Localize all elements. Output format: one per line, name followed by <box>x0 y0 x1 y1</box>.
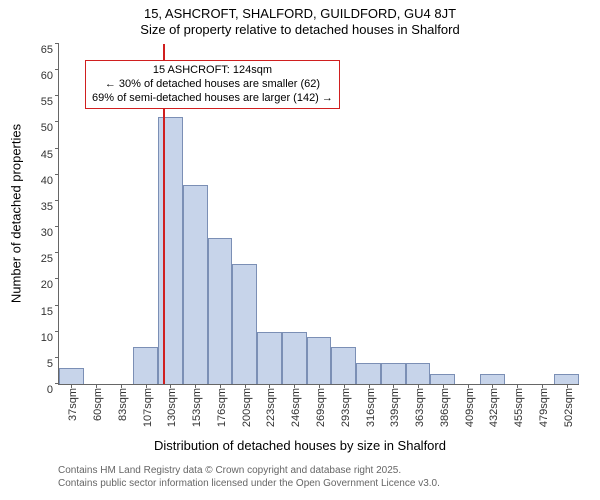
x-tick-label: 246sqm <box>286 388 302 427</box>
title-line-1: 15, ASHCROFT, SHALFORD, GUILDFORD, GU4 8… <box>0 6 600 21</box>
y-tick-mark <box>55 305 59 306</box>
histogram-bar <box>480 374 505 384</box>
y-tick-mark <box>55 252 59 253</box>
y-axis-label: Number of detached properties <box>9 124 24 304</box>
y-tick-label: 40 <box>41 175 59 187</box>
x-tick-label: 502sqm <box>559 388 575 427</box>
y-tick-label: 25 <box>41 253 59 265</box>
annotation-text: ← 30% of detached houses are smaller (62… <box>92 78 333 92</box>
annotation-text: 15 ASHCROFT: 124sqm <box>92 64 333 78</box>
y-tick-label: 65 <box>41 44 59 56</box>
x-tick-label: 455sqm <box>509 388 525 427</box>
histogram-bar <box>307 337 332 384</box>
x-tick-label: 83sqm <box>113 388 129 421</box>
x-tick-label: 409sqm <box>460 388 476 427</box>
x-tick-label: 479sqm <box>534 388 550 427</box>
footer-line-2: Contains public sector information licen… <box>58 478 440 489</box>
y-tick-label: 60 <box>41 70 59 82</box>
histogram-bar <box>356 363 381 384</box>
y-tick-label: 50 <box>41 122 59 134</box>
histogram-bar <box>406 363 431 384</box>
y-tick-mark <box>55 121 59 122</box>
histogram-bar <box>59 368 84 384</box>
histogram-bar <box>158 117 183 384</box>
x-tick-label: 37sqm <box>63 388 79 421</box>
y-tick-mark <box>55 95 59 96</box>
histogram-bar <box>183 185 208 384</box>
x-tick-label: 153sqm <box>187 388 203 427</box>
histogram-bar <box>257 332 282 384</box>
y-tick-mark <box>55 357 59 358</box>
x-tick-label: 339sqm <box>385 388 401 427</box>
x-tick-label: 269sqm <box>311 388 327 427</box>
x-tick-label: 293sqm <box>336 388 352 427</box>
histogram-bar <box>133 347 158 384</box>
x-tick-label: 130sqm <box>162 388 178 427</box>
y-tick-label: 15 <box>41 306 59 318</box>
x-tick-label: 223sqm <box>261 388 277 427</box>
y-tick-label: 0 <box>47 384 59 396</box>
x-tick-label: 386sqm <box>435 388 451 427</box>
y-tick-mark <box>55 148 59 149</box>
y-tick-label: 55 <box>41 96 59 108</box>
y-tick-mark <box>55 226 59 227</box>
histogram-bar <box>381 363 406 384</box>
x-tick-label: 176sqm <box>212 388 228 427</box>
x-tick-label: 316sqm <box>361 388 377 427</box>
histogram-bar <box>282 332 307 384</box>
footer-line-1: Contains HM Land Registry data © Crown c… <box>58 465 401 476</box>
x-tick-label: 107sqm <box>138 388 154 427</box>
y-tick-mark <box>55 43 59 44</box>
annotation-text: 69% of semi-detached houses are larger (… <box>92 92 333 106</box>
x-tick-label: 363sqm <box>410 388 426 427</box>
y-tick-mark <box>55 174 59 175</box>
x-tick-label: 200sqm <box>237 388 253 427</box>
histogram-bar <box>232 264 257 384</box>
x-axis-label: Distribution of detached houses by size … <box>0 438 600 453</box>
title-line-2: Size of property relative to detached ho… <box>0 22 600 37</box>
x-tick-label: 432sqm <box>484 388 500 427</box>
y-tick-label: 30 <box>41 227 59 239</box>
histogram-bar <box>430 374 455 384</box>
histogram-bar <box>554 374 579 384</box>
y-tick-mark <box>55 69 59 70</box>
y-tick-mark <box>55 200 59 201</box>
y-tick-label: 5 <box>47 358 59 370</box>
y-tick-label: 45 <box>41 149 59 161</box>
x-tick-label: 60sqm <box>88 388 104 421</box>
y-tick-mark <box>55 331 59 332</box>
y-tick-label: 20 <box>41 279 59 291</box>
y-tick-label: 10 <box>41 332 59 344</box>
y-tick-label: 35 <box>41 201 59 213</box>
annotation-box: 15 ASHCROFT: 124sqm← 30% of detached hou… <box>85 60 340 109</box>
histogram-bar <box>208 238 233 384</box>
histogram-bar <box>331 347 356 384</box>
y-tick-mark <box>55 278 59 279</box>
